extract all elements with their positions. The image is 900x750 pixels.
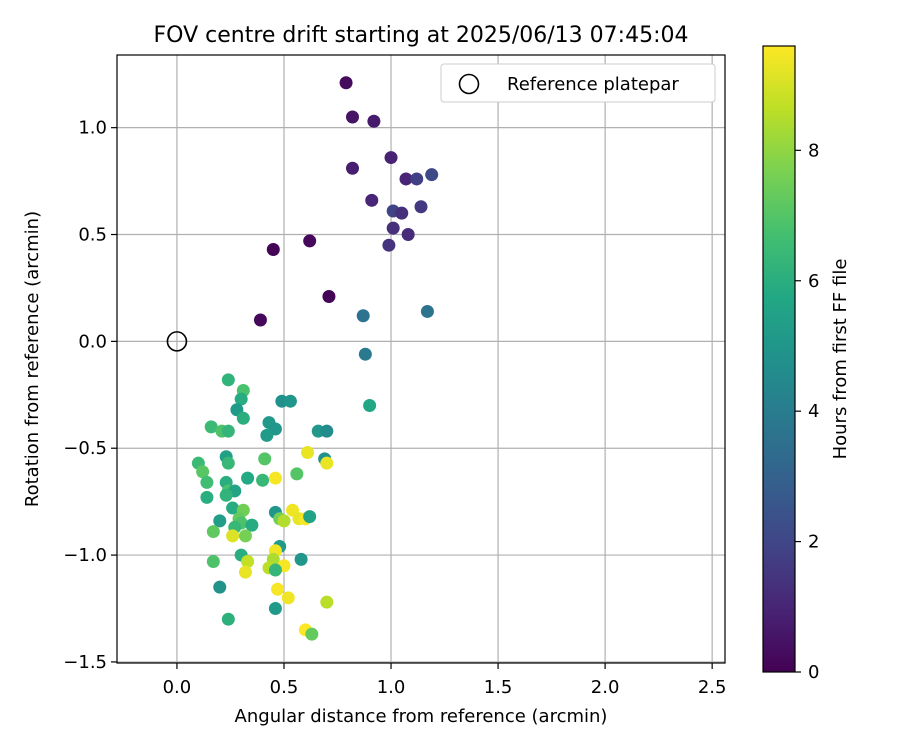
x-tick-label: 0.0: [163, 677, 192, 698]
scatter-point: [234, 392, 248, 406]
scatter-point: [206, 525, 220, 539]
x-tick-label: 2.0: [591, 677, 620, 698]
scatter-point: [238, 565, 252, 579]
y-tick-label: −1.5: [63, 652, 107, 673]
scatter-point: [414, 200, 428, 214]
scatter-point: [236, 411, 250, 425]
colorbar-label: Hours from first FF file: [830, 259, 851, 460]
legend-entry-label: Reference platepar: [507, 74, 679, 95]
scatter-point: [258, 452, 272, 466]
y-tick-label: 0.5: [78, 225, 107, 246]
plot-frame: [116, 54, 726, 664]
scatter-point: [277, 514, 291, 528]
legend-marker: [458, 73, 480, 95]
scatter-point: [322, 289, 336, 303]
scatter-point: [219, 488, 233, 502]
scatter-point: [384, 151, 398, 165]
scatter-point: [221, 456, 235, 470]
scatter-point: [382, 238, 396, 252]
scatter-points: [191, 76, 439, 641]
scatter-point: [294, 552, 308, 566]
scatter-point: [241, 554, 255, 568]
scatter-point: [320, 424, 334, 438]
scatter-point: [200, 490, 214, 504]
colorbar-tick-label: 4: [808, 401, 819, 422]
scatter-point: [221, 373, 235, 387]
scatter-point: [226, 501, 240, 515]
scatter-point: [363, 398, 377, 412]
scatter-point: [345, 110, 359, 124]
scatter-point: [290, 467, 304, 481]
scatter-point: [425, 168, 439, 182]
x-tick-label: 1.0: [377, 677, 406, 698]
scatter-point: [268, 563, 282, 577]
colorbar-tick-label: 8: [808, 140, 819, 161]
scatter-point: [256, 473, 270, 487]
x-tick-label: 0.5: [270, 677, 299, 698]
scatter-point: [303, 234, 317, 248]
x-axis-label: Angular distance from reference (arcmin): [235, 706, 608, 727]
y-tick-label: 1.0: [78, 118, 107, 139]
chart-title: FOV centre drift starting at 2025/06/13 …: [154, 23, 689, 48]
colorbar-tick-label: 2: [808, 532, 819, 553]
scatter-point: [221, 612, 235, 626]
scatter-point: [283, 394, 297, 408]
scatter-point: [305, 627, 319, 641]
scatter-point: [303, 510, 317, 524]
scatter-point: [386, 221, 400, 235]
y-tick-label: 0.0: [78, 331, 107, 352]
scatter-point: [221, 424, 235, 438]
scatter-point: [345, 161, 359, 175]
scatter-point: [356, 309, 370, 323]
scatter-point: [266, 242, 280, 256]
scatter-point: [358, 347, 372, 361]
scatter-point: [410, 172, 424, 186]
scatter-point: [204, 420, 218, 434]
scatter-point: [200, 475, 214, 489]
scatter-point: [365, 193, 379, 207]
scatter-point: [260, 428, 274, 442]
scatter-point: [399, 172, 413, 186]
y-axis-ticks: −1.5 −1.0 −0.5 0.0 0.5 1.0: [63, 118, 117, 673]
reference-platepar-marker: [166, 331, 188, 352]
colorbar: [762, 45, 796, 673]
scatter-point: [241, 471, 255, 485]
scatter-point: [281, 591, 295, 605]
scatter-point: [213, 514, 227, 528]
scatter-point: [206, 554, 220, 568]
scatter-point: [367, 114, 381, 128]
scatter-point: [213, 580, 227, 594]
y-axis-label: Rotation from reference (arcmin): [22, 211, 43, 507]
scatter-point: [320, 456, 334, 470]
scatter-point: [253, 313, 267, 327]
colorbar-tick-label: 0: [808, 662, 819, 683]
y-tick-label: −0.5: [63, 438, 107, 459]
scatter-point: [401, 228, 415, 242]
x-tick-label: 2.5: [698, 677, 727, 698]
scatter-point: [245, 518, 259, 532]
x-tick-label: 1.5: [484, 677, 513, 698]
grid: [117, 55, 725, 663]
scatter-point: [420, 304, 434, 318]
scatter-point: [395, 206, 409, 220]
colorbar-tick-label: 6: [808, 271, 819, 292]
scatter-point: [320, 595, 334, 609]
scatter-point: [271, 582, 285, 596]
scatter-point: [339, 76, 353, 90]
scatter-point: [268, 602, 282, 616]
y-tick-label: −1.0: [63, 545, 107, 566]
scatter-point: [196, 465, 210, 479]
scatter-point: [238, 529, 252, 543]
x-axis-ticks: 0.0 0.5 1.0 1.5 2.0 2.5: [163, 663, 727, 698]
scatter-point: [226, 529, 240, 543]
legend-box: [440, 63, 716, 103]
legend: Reference platepar: [440, 63, 716, 103]
colorbar-ticks: 0 2 4 6 8: [795, 140, 819, 683]
scatter-point: [301, 445, 315, 459]
scatter-point: [268, 471, 282, 485]
